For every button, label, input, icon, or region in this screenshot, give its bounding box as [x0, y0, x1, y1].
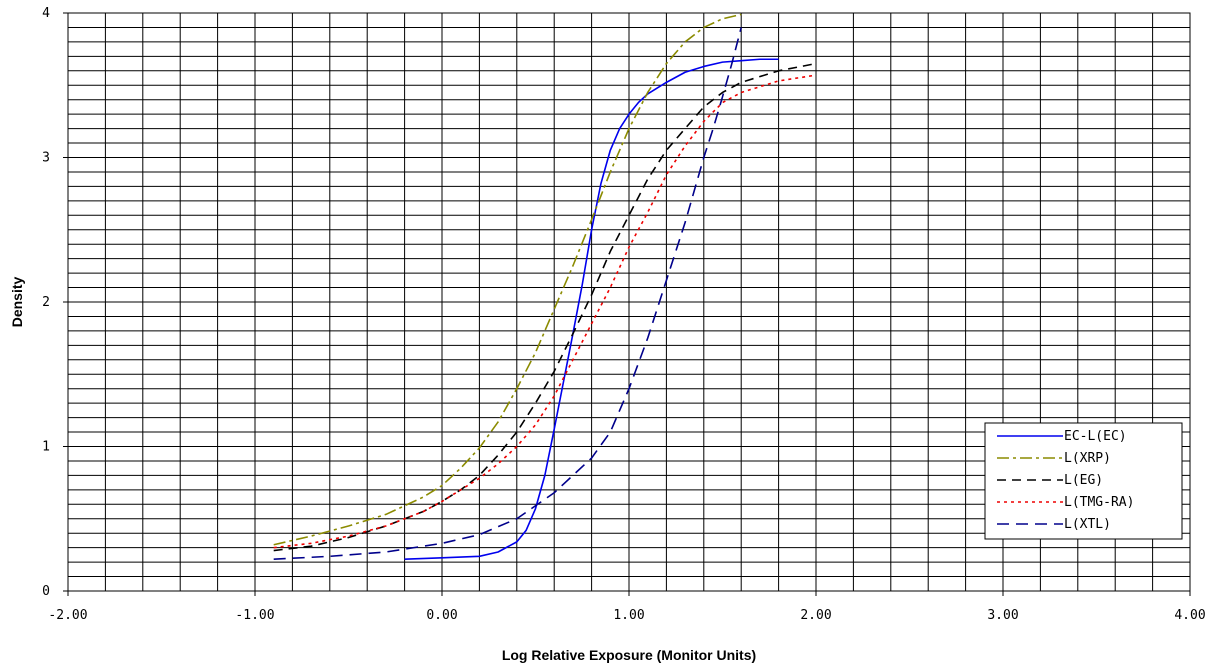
legend-box — [984, 422, 1183, 540]
series-line-3 — [273, 62, 817, 552]
y-tick-label: 0 — [42, 584, 50, 599]
y-tick-label: 4 — [42, 6, 50, 21]
legend-label: L(TMG-RA) — [1064, 495, 1134, 510]
legend-label: EC-L(EC) — [1064, 429, 1127, 444]
series-line-4 — [273, 74, 817, 549]
x-tick-label: -1.00 — [235, 608, 274, 623]
y-tick-label: 3 — [42, 151, 50, 166]
legend-label: L(EG) — [1064, 473, 1103, 488]
y-tick-label: 2 — [42, 295, 50, 310]
legend-label: L(XTL) — [1064, 517, 1111, 532]
x-tick-label: 2.00 — [800, 608, 831, 623]
x-tick-label: 4.00 — [1174, 608, 1205, 623]
x-tick-labels: -2.00 -1.00 0.00 1.00 2.00 3.00 4.00 — [48, 608, 1205, 623]
y-tick-labels: 0 1 2 3 4 — [42, 6, 50, 599]
legend-label: L(XRP) — [1064, 451, 1111, 466]
y-tick-label: 1 — [42, 440, 50, 455]
legend: EC-L(EC) L(XRP) L(EG) L(TMG-RA) L(XTL) — [984, 422, 1183, 540]
x-tick-label: 3.00 — [987, 608, 1018, 623]
axes — [63, 12, 1191, 596]
series-line-5 — [273, 27, 742, 561]
x-axis-title: Log Relative Exposure (Monitor Units) — [502, 647, 756, 663]
x-tick-label: 1.00 — [613, 608, 644, 623]
y-axis-title: Density — [9, 277, 25, 328]
series-group — [273, 13, 817, 561]
series-line-2 — [273, 13, 742, 546]
x-tick-label: 0.00 — [426, 608, 457, 623]
x-tick-label: -2.00 — [48, 608, 87, 623]
